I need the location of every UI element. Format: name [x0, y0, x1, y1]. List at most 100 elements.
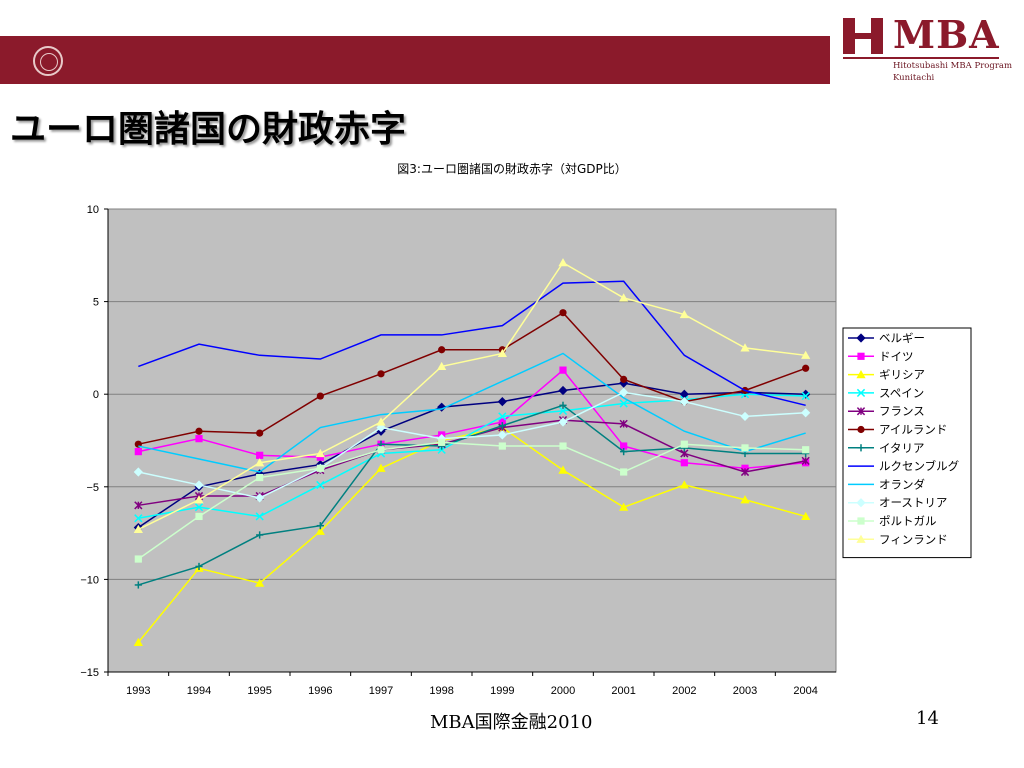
- data-point: [316, 392, 324, 400]
- legend-marker: [857, 425, 865, 434]
- legend-label: フィンランド: [879, 532, 948, 546]
- legend-marker: [857, 352, 865, 360]
- x-tick-label: 2000: [551, 685, 575, 697]
- data-point: [256, 531, 264, 539]
- data-point: [558, 385, 568, 396]
- data-point: [558, 417, 568, 427]
- data-point: [134, 581, 142, 589]
- x-tick-label: 2002: [672, 685, 696, 697]
- series-line: [137, 426, 806, 643]
- y-tick-label: −5: [86, 482, 99, 494]
- logo-subtitle: Hitotsubashi MBA Program Kunitachi: [893, 60, 1012, 84]
- data-point: [679, 397, 689, 407]
- data-point: [256, 451, 264, 459]
- data-point: [679, 309, 689, 319]
- y-tick-label: 5: [93, 297, 99, 309]
- legend-marker: [856, 534, 866, 543]
- series-12: [133, 258, 811, 533]
- page-number: 14: [916, 708, 939, 729]
- data-point: [497, 430, 507, 440]
- legend-label: ルクセンブルグ: [879, 459, 960, 473]
- data-point: [316, 464, 324, 472]
- legend-label: ドイツ: [879, 349, 914, 363]
- series-line: [137, 441, 806, 560]
- data-point: [680, 440, 688, 448]
- y-tick-label: 0: [93, 389, 99, 401]
- x-tick-label: 2004: [793, 685, 817, 697]
- series-9: [138, 352, 806, 473]
- data-point: [256, 429, 264, 437]
- legend-label: ベルギー: [879, 331, 925, 345]
- data-point: [255, 458, 265, 467]
- data-point: [619, 419, 628, 428]
- data-point: [195, 435, 203, 443]
- series-line: [138, 391, 806, 499]
- data-point: [133, 637, 143, 646]
- series-10: [133, 387, 811, 503]
- legend-label: オランダ: [879, 477, 925, 491]
- data-point: [740, 343, 750, 352]
- series-7: [134, 401, 810, 589]
- legend-label: オーストリア: [879, 496, 947, 510]
- x-tick-label: 1995: [247, 685, 271, 697]
- logo-area: [835, 8, 1024, 88]
- series-line: [138, 311, 806, 445]
- data-point: [741, 444, 749, 452]
- series-line: [138, 261, 806, 531]
- data-point: [377, 370, 385, 378]
- university-seal-icon: [33, 46, 63, 76]
- data-point: [740, 411, 750, 422]
- data-point: [316, 453, 324, 461]
- data-point: [255, 493, 265, 503]
- data-point: [620, 442, 628, 450]
- data-point: [194, 503, 204, 512]
- data-point: [497, 397, 507, 407]
- legend: ベルギードイツギリシアスペインフランスアイルランドイタリアルクセンブルグオランダ…: [842, 327, 972, 559]
- data-point: [195, 562, 203, 571]
- data-point: [498, 418, 506, 426]
- series-line: [138, 404, 806, 586]
- legend-marker: [857, 517, 865, 525]
- y-tick-label: −15: [80, 667, 99, 679]
- legend-label: ギリシア: [879, 368, 925, 382]
- x-tick-label: 1996: [308, 685, 332, 697]
- data-point: [376, 463, 386, 472]
- data-point: [194, 495, 204, 504]
- legend-label: スペイン: [879, 386, 924, 400]
- x-tick-label: 2003: [733, 685, 757, 697]
- data-point: [256, 473, 264, 482]
- legend-marker: [857, 444, 865, 452]
- data-point: [620, 468, 628, 476]
- data-point: [559, 401, 567, 409]
- data-point: [559, 442, 567, 450]
- data-point: [620, 448, 628, 456]
- mba-logo-text: MBA: [893, 12, 1000, 57]
- data-point: [559, 366, 567, 374]
- data-point: [558, 465, 568, 474]
- data-point: [497, 348, 507, 358]
- data-point: [255, 578, 265, 587]
- data-point: [315, 448, 325, 458]
- data-point: [437, 361, 447, 371]
- data-point: [134, 501, 143, 510]
- x-tick-label: 1999: [490, 685, 514, 697]
- logo-subtitle-line-2: Kunitachi: [893, 73, 935, 83]
- series-6: [134, 309, 810, 448]
- data-point: [195, 427, 203, 435]
- data-point: [316, 522, 324, 530]
- data-point: [316, 480, 325, 490]
- series-line: [138, 280, 806, 407]
- legend-marker: [856, 333, 866, 343]
- data-point: [619, 399, 628, 408]
- data-point: [740, 467, 750, 477]
- logo-subtitle-line-1: Hitotsubashi MBA Program: [893, 61, 1013, 71]
- data-point: [680, 459, 688, 467]
- legend-marker: [856, 407, 866, 416]
- x-tick-label: 1994: [187, 685, 211, 697]
- data-point: [498, 412, 507, 421]
- series-line: [138, 393, 806, 520]
- plot-area: [107, 208, 837, 673]
- data-point: [134, 555, 142, 563]
- data-point: [315, 526, 325, 535]
